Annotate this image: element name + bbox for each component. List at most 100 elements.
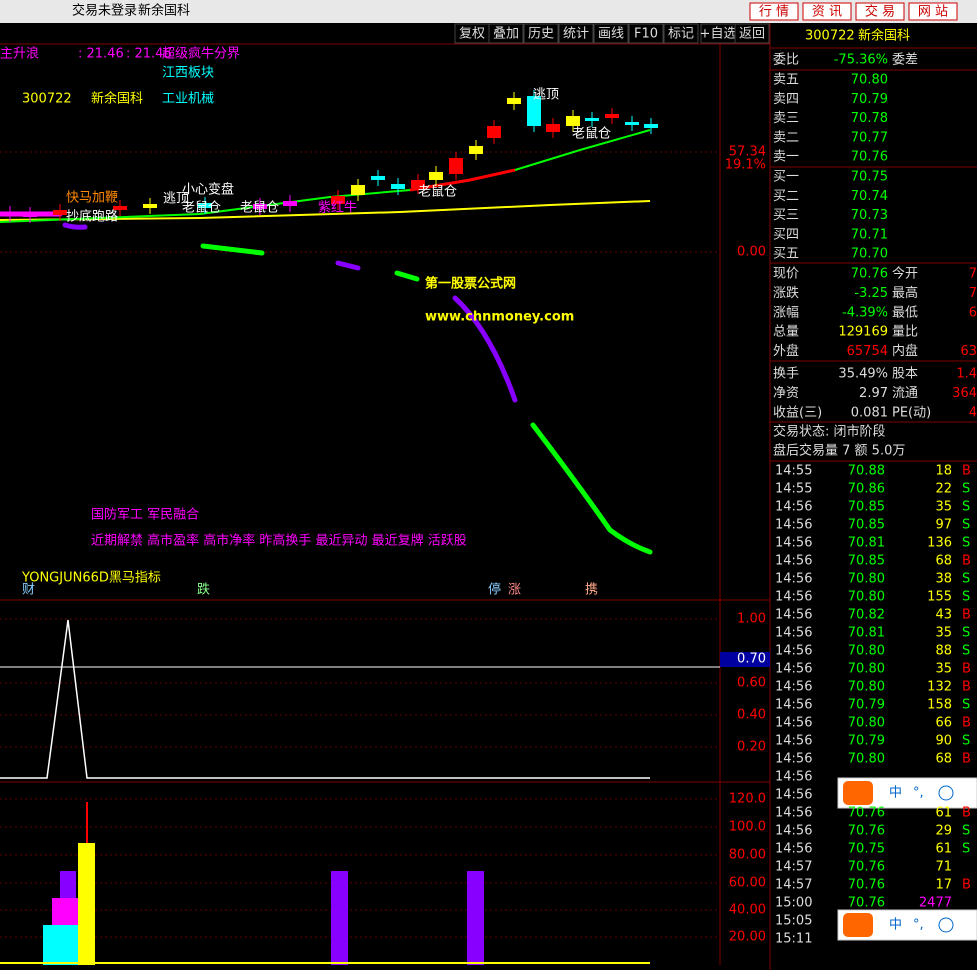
toolbar-label[interactable]: 叠加 — [493, 27, 519, 42]
toolbar-button[interactable] — [558, 23, 594, 44]
trade-price: 70.80 — [848, 644, 885, 659]
trade-price: 70.76 — [848, 806, 885, 821]
toolbar-label[interactable]: 统计 — [563, 27, 589, 42]
toolbar-label[interactable]: 标记 — [668, 27, 694, 42]
candle-body — [143, 204, 157, 208]
toolbar-button[interactable] — [734, 23, 770, 44]
candle-body — [605, 114, 619, 118]
toolbar-label[interactable]: 返回 — [739, 27, 765, 42]
axis-label: 40.00 — [729, 903, 766, 918]
stat-label: 现价 — [773, 267, 799, 282]
trade-volume: 61 — [935, 806, 952, 821]
trade-time: 14:56 — [775, 572, 812, 587]
annotation: 快马加鞭 — [66, 191, 118, 206]
trade-side: S — [962, 734, 970, 749]
top-button[interactable] — [855, 2, 905, 21]
trade-time: 14:56 — [775, 662, 812, 677]
top-button[interactable] — [749, 2, 799, 21]
top-button[interactable] — [802, 2, 852, 21]
trade-time: 15:11 — [775, 932, 812, 947]
trade-side: S — [962, 536, 970, 551]
toolbar-label[interactable]: 复权 — [459, 26, 485, 42]
axis-label: 80.00 — [729, 848, 766, 863]
trade-volume: 2477 — [919, 896, 952, 911]
toolbar-button[interactable] — [663, 23, 699, 44]
trade-time: 14:56 — [775, 608, 812, 623]
sector: 江西板块 — [162, 66, 214, 81]
toolbar-label[interactable]: F10 — [634, 27, 658, 42]
trade-price: 70.80 — [848, 716, 885, 731]
book-price: 70.78 — [851, 111, 888, 126]
stat-value: 364 — [952, 386, 977, 401]
top-button[interactable] — [908, 2, 958, 21]
candle-body — [644, 124, 658, 128]
stat-value: 35.49% — [838, 367, 888, 382]
stat-label: 涨跌 — [773, 285, 799, 301]
trade-time: 14:56 — [775, 716, 812, 731]
trade-volume: 132 — [927, 680, 952, 695]
toolbar-label[interactable]: 画线 — [598, 27, 624, 42]
ime-punct: °, — [913, 786, 924, 801]
trade-volume: 43 — [935, 608, 952, 623]
trade-side: B — [962, 554, 971, 569]
trade-time: 14:57 — [775, 878, 812, 893]
trade-side: S — [962, 626, 970, 641]
candle-body — [411, 180, 425, 188]
trade-price: 70.81 — [848, 536, 885, 551]
trade-status: 交易状态: 闭市阶段 — [773, 424, 886, 440]
toolbar-label[interactable]: 历史 — [528, 27, 554, 42]
top-button-label[interactable]: 交 易 — [865, 4, 895, 20]
quote-label: 委比 — [773, 53, 799, 68]
candle-body — [3, 212, 17, 216]
trade-volume: 35 — [935, 626, 952, 641]
trade-time: 14:56 — [775, 734, 812, 749]
book-label: 卖三 — [773, 111, 799, 126]
quote-value: -75.36% — [834, 53, 888, 68]
book-label: 买三 — [773, 208, 799, 223]
book-price: 70.80 — [851, 73, 888, 88]
toolbar-button[interactable] — [593, 23, 629, 44]
top-button-label[interactable]: 资 讯 — [812, 5, 842, 20]
toolbar-button[interactable] — [488, 23, 524, 44]
event-marker: 财 — [22, 583, 35, 598]
toolbar-button[interactable] — [523, 23, 559, 44]
candle-body — [546, 124, 560, 132]
candle-body — [391, 184, 405, 189]
toolbar-button[interactable] — [628, 23, 664, 44]
top-button-label[interactable]: 网 站 — [918, 5, 948, 20]
trade-volume: 68 — [935, 752, 952, 767]
axis-label: 0.70 — [737, 652, 766, 667]
trade-volume: 155 — [927, 590, 952, 605]
stat-label: 流通 — [892, 386, 918, 401]
trade-price: 70.76 — [848, 878, 885, 893]
event-marker: 停 — [488, 582, 501, 598]
stat-label: 外盘 — [773, 343, 799, 359]
top-button-label[interactable]: 行 情 — [759, 5, 789, 20]
trade-side: S — [962, 572, 970, 587]
trade-time: 14:56 — [775, 842, 812, 857]
concept-tags: 国防军工 军民融合 — [91, 507, 199, 523]
quote-name: 新余国科 — [858, 28, 910, 44]
book-label: 卖二 — [773, 130, 799, 145]
trade-price: 70.80 — [848, 662, 885, 677]
stock-name: 新余国科 — [138, 3, 190, 19]
trade-side: S — [962, 590, 970, 605]
concept-tags: 近期解禁 高市盈率 高市净率 昨高换手 最近异动 最近复牌 活跃股 — [91, 533, 467, 549]
toolbar-label[interactable]: +自选 — [700, 27, 737, 42]
indicator-value: : 21.46 — [126, 47, 172, 62]
after-hours: 盘后交易量 7 额 5.0万 — [773, 443, 905, 459]
axis-label: 100.0 — [729, 820, 766, 835]
stat-label: 量比 — [892, 325, 918, 340]
trade-time: 14:56 — [775, 680, 812, 695]
annotation: 紫红牛 — [318, 200, 357, 216]
candle-body — [331, 196, 345, 204]
trade-side: B — [962, 878, 971, 893]
stat-value: 63 — [960, 344, 977, 359]
watermark: 第一股票公式网 — [425, 276, 516, 292]
candle-body — [566, 116, 580, 126]
annotation: 小心变盘 — [182, 182, 234, 198]
login-status: 交易未登录 — [72, 3, 137, 19]
book-label: 卖四 — [773, 92, 799, 107]
trade-side: B — [962, 464, 971, 479]
